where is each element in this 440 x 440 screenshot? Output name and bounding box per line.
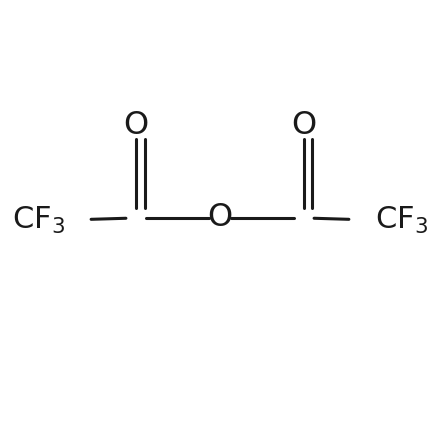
Text: O: O bbox=[207, 202, 233, 234]
Text: CF$_3$: CF$_3$ bbox=[11, 205, 65, 235]
Text: O: O bbox=[291, 110, 316, 141]
Text: O: O bbox=[124, 110, 149, 141]
Text: CF$_3$: CF$_3$ bbox=[375, 205, 429, 235]
